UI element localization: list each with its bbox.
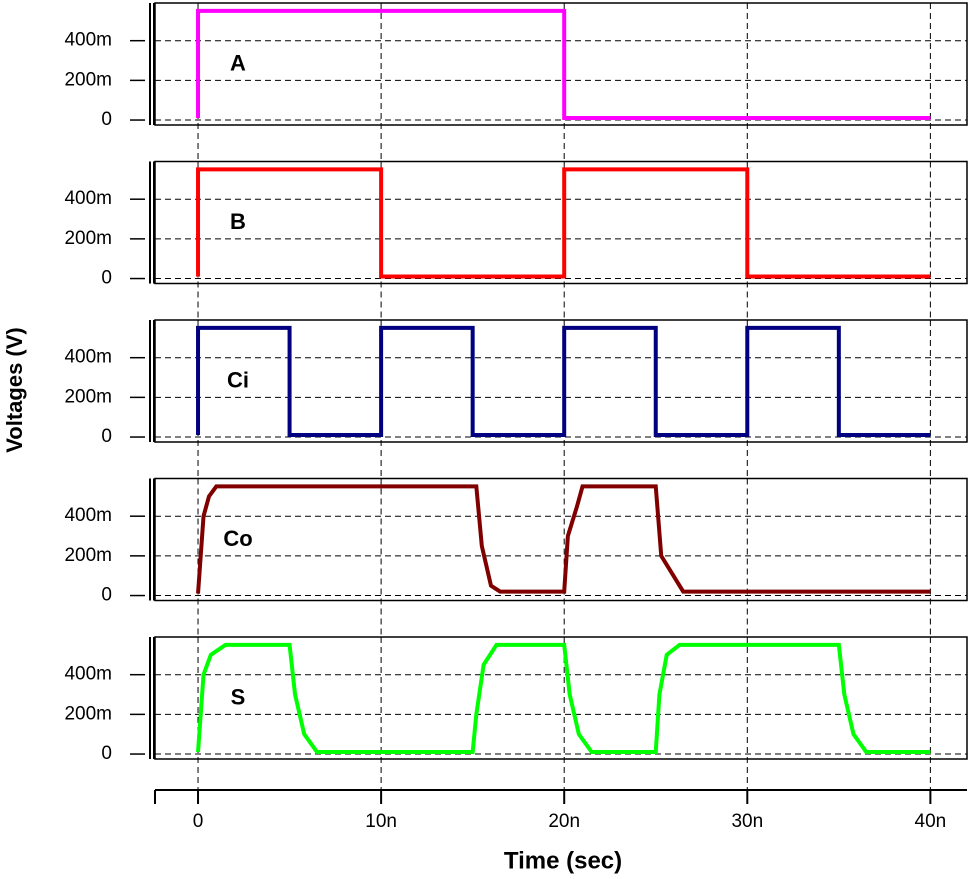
panel-frame [154, 477, 968, 602]
x-tick-label: 10n [365, 811, 397, 832]
y-tick-label: 0 [101, 426, 112, 447]
signal-label: B [230, 209, 246, 234]
y-tick-label: 0 [101, 585, 112, 606]
panel-frame [154, 2, 968, 126]
signal-line [196, 167, 931, 279]
signal-label: Co [223, 526, 252, 551]
y-tick-label: 200m [64, 228, 112, 249]
signal-label: Ci [227, 367, 249, 392]
y-tick-label: 200m [64, 386, 112, 407]
y-tick-label: 400m [64, 505, 112, 526]
y-tick-label: 400m [64, 30, 112, 51]
y-tick-label: 0 [101, 743, 112, 764]
signal-label: A [230, 50, 246, 75]
y-axis-label: Voltages (V) [2, 327, 27, 453]
x-tick-label: 40n [915, 811, 947, 832]
signal-line [196, 642, 931, 755]
x-tick-label: 20n [548, 811, 580, 832]
x-tick-label: 30n [731, 811, 763, 832]
y-tick-label: 400m [64, 347, 112, 368]
y-tick-label: 200m [64, 703, 112, 724]
signal-label: S [231, 684, 246, 709]
y-tick-label: 400m [64, 664, 112, 685]
signal-line [196, 484, 931, 594]
x-axis-label: Time (sec) [504, 847, 622, 874]
y-tick-label: 400m [64, 188, 112, 209]
x-tick-label: 0 [193, 811, 204, 832]
y-tick-label: 0 [101, 268, 112, 289]
signal-line [196, 8, 931, 121]
y-tick-label: 200m [64, 69, 112, 90]
panel-frame [154, 160, 968, 285]
y-tick-label: 200m [64, 545, 112, 566]
panel-frame [154, 319, 968, 443]
y-tick-label: 0 [101, 109, 112, 130]
signal-line [196, 325, 931, 438]
